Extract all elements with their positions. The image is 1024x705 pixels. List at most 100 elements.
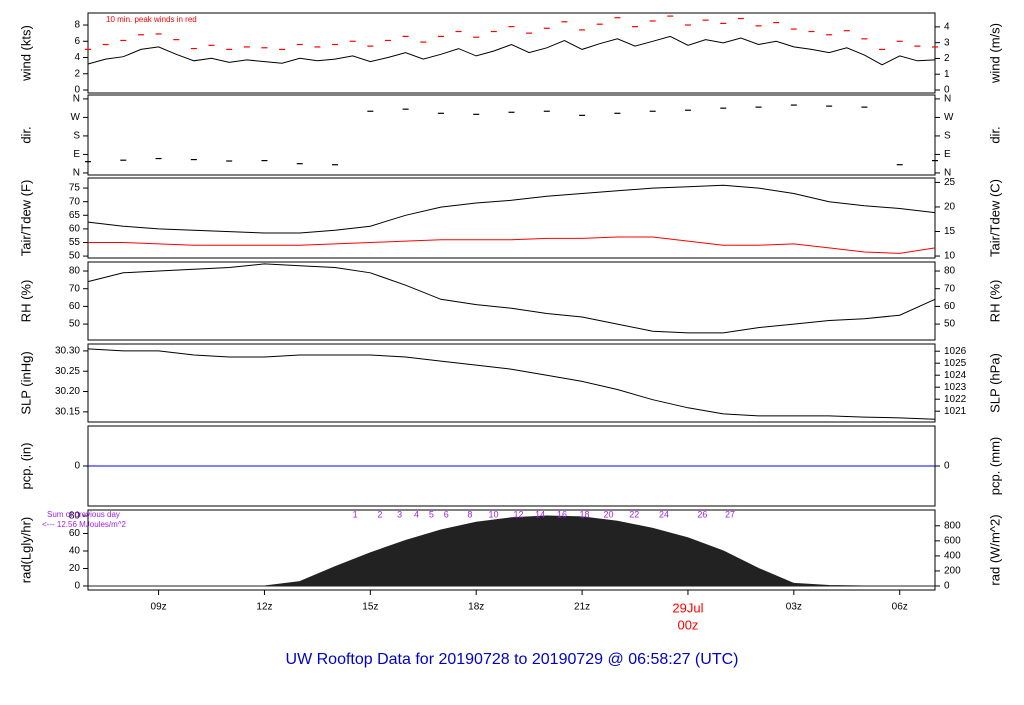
annotation: Sum of previous day <box>47 510 120 519</box>
y2-tick-label: 15 <box>944 226 956 237</box>
y2-tick-label: 400 <box>944 551 961 562</box>
panel-frame <box>87 94 936 176</box>
y-tick-label: 65 <box>69 210 81 221</box>
y-tick-label: 2 <box>74 68 80 79</box>
y2-tick-label: 3 <box>944 37 950 48</box>
y-axis-label: pcp. (in) <box>18 443 33 490</box>
date-label: 29Jul <box>672 600 703 615</box>
panel-frame <box>87 343 936 423</box>
y2-tick-label: 0 <box>944 581 950 592</box>
hour-marker: 14 <box>535 509 545 519</box>
chart-title: UW Rooftop Data for 20190728 to 20190729… <box>286 651 739 668</box>
y-tick-label: 60 <box>69 224 81 235</box>
y-tick-label: 30.25 <box>55 366 80 377</box>
y2-axis-label: RH (%) <box>987 280 1002 323</box>
y-tick-label: 70 <box>69 196 81 207</box>
y2-tick-label: 1022 <box>944 394 967 405</box>
y2-tick-label: 1026 <box>944 346 967 357</box>
x-tick-label: 00z <box>677 617 698 632</box>
y2-tick-label: 1023 <box>944 382 967 393</box>
hour-marker: 18 <box>580 509 590 519</box>
y2-axis-label: dir. <box>987 126 1002 143</box>
y2-tick-label: 4 <box>944 22 950 33</box>
hour-marker: 12 <box>514 509 524 519</box>
data-line <box>87 184 936 234</box>
y2-tick-label: 60 <box>944 301 956 312</box>
y-tick-label: 30.20 <box>55 386 80 397</box>
y-tick-label: N <box>73 168 80 179</box>
y2-tick-label: 25 <box>944 177 956 188</box>
x-tick-label: 21z <box>574 602 590 613</box>
hour-marker: 1 <box>353 509 358 519</box>
y-axis-label: wind (kts) <box>18 25 33 82</box>
annotation: <--- 12.56 MJoules/m^2 <box>42 520 127 529</box>
y2-tick-label: 80 <box>944 266 956 277</box>
x-tick-label: 06z <box>892 602 908 613</box>
y2-tick-label: 20 <box>944 202 956 213</box>
hour-marker: 4 <box>414 509 419 519</box>
y2-tick-label: 200 <box>944 566 961 577</box>
annotation: 10 min. peak winds in red <box>106 15 197 24</box>
y-tick-label: 40 <box>69 546 81 557</box>
hour-marker: 2 <box>377 509 382 519</box>
data-area <box>87 515 936 587</box>
y2-axis-label: SLP (hPa) <box>987 353 1002 413</box>
y2-tick-label: 0 <box>944 85 950 96</box>
y-tick-label: W <box>71 112 81 123</box>
y-tick-label: 20 <box>69 563 81 574</box>
hour-marker: 24 <box>659 509 669 519</box>
y2-tick-label: 1 <box>944 69 950 80</box>
y-tick-label: E <box>73 149 80 160</box>
y-tick-label: 0 <box>74 85 80 96</box>
y-tick-label: 50 <box>69 251 81 262</box>
data-line <box>87 263 936 334</box>
data-line <box>87 35 936 66</box>
y2-tick-label: N <box>944 168 951 179</box>
x-tick-label: 15z <box>362 602 378 613</box>
y-axis-label: dir. <box>18 126 33 143</box>
data-line <box>87 348 936 420</box>
x-tick-label: 12z <box>256 602 272 613</box>
y2-tick-label: 0 <box>944 461 950 472</box>
panel-frame <box>87 177 936 259</box>
y-tick-label: 70 <box>69 283 81 294</box>
y-tick-label: 4 <box>74 52 80 63</box>
y2-tick-label: 800 <box>944 520 961 531</box>
panel-frame <box>87 12 936 94</box>
hour-marker: 3 <box>397 509 402 519</box>
hour-marker: 5 <box>429 509 434 519</box>
panel-frame <box>87 261 936 341</box>
hour-marker: 8 <box>467 509 472 519</box>
y2-tick-label: W <box>944 112 954 123</box>
y-tick-label: 80 <box>69 511 81 522</box>
y-tick-label: N <box>73 94 80 105</box>
y2-axis-label: pcp. (mm) <box>987 437 1002 496</box>
y-tick-label: 75 <box>69 183 81 194</box>
y2-tick-label: N <box>944 94 951 105</box>
y-axis-label: rad(Lgly/hr) <box>18 517 33 583</box>
y-tick-label: 30.30 <box>55 346 80 357</box>
y2-tick-label: 70 <box>944 283 956 294</box>
hour-marker: 16 <box>557 509 567 519</box>
hour-marker: 10 <box>488 509 498 519</box>
hour-marker: 6 <box>444 509 449 519</box>
y2-tick-label: 1021 <box>944 406 967 417</box>
y-tick-label: 8 <box>74 20 80 31</box>
y-tick-label: 55 <box>69 237 81 248</box>
y2-tick-label: E <box>944 149 951 160</box>
y2-tick-label: 2 <box>944 53 950 64</box>
y-tick-label: 6 <box>74 36 80 47</box>
y-axis-label: RH (%) <box>18 280 33 323</box>
y-tick-label: 60 <box>69 301 81 312</box>
y2-axis-label: rad (W/m^2) <box>987 514 1002 585</box>
y-tick-label: 30.15 <box>55 406 80 417</box>
x-tick-label: 03z <box>786 602 802 613</box>
x-tick-label: 18z <box>468 602 484 613</box>
y2-tick-label: 1025 <box>944 358 967 369</box>
data-line <box>88 236 936 254</box>
y2-tick-label: 50 <box>944 319 956 330</box>
hour-marker: 26 <box>697 509 707 519</box>
hour-marker: 20 <box>604 509 614 519</box>
x-tick-label: 09z <box>151 602 167 613</box>
